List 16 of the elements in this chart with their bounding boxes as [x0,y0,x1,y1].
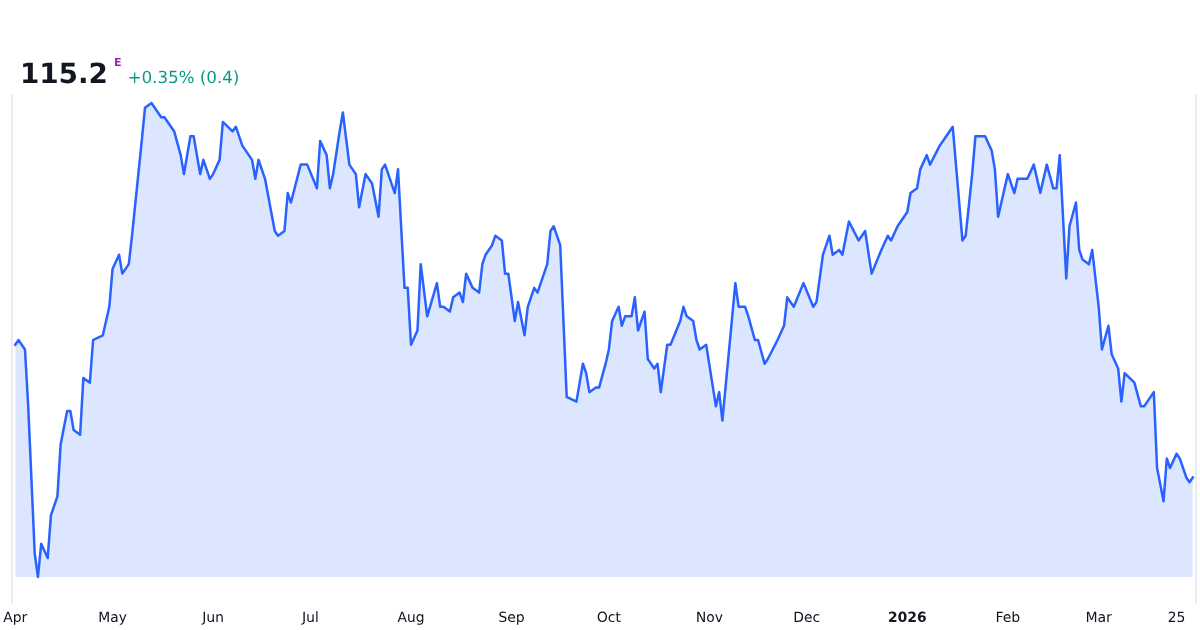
x-tick-label: Oct [597,611,621,623]
x-tick-label: Jun [201,611,223,625]
x-tick-label: 2026 [889,611,926,623]
text: E [115,57,121,66]
text: +0.35% (0.4) [129,70,238,86]
x-tick-label: Jul [301,611,318,625]
x-tick-label: May [99,611,127,625]
x-tick-label: 25 [1168,611,1185,623]
x-tick-label: Sep [499,611,524,625]
x-tick-label: Apr [3,611,28,625]
x-tick-label: Nov [697,611,723,623]
x-tick-label: Mar [1086,611,1112,623]
x-tick-label: Feb [996,611,1020,623]
x-tick-label: Dec [794,611,820,623]
text: 115.2 [23,62,106,84]
x-tick-label: Aug [397,611,424,625]
